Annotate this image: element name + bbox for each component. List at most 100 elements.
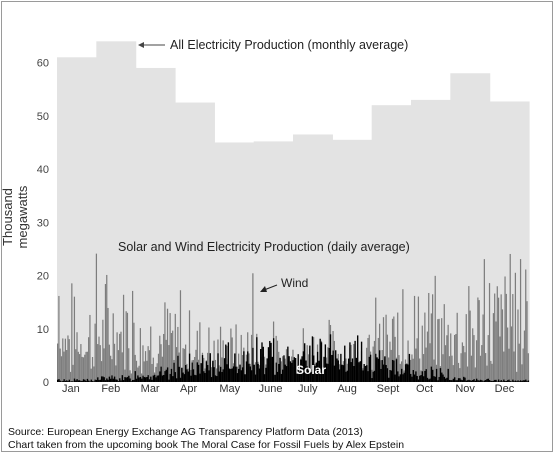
solar-bar: [373, 370, 376, 382]
solar-bar: [398, 376, 400, 382]
solar-bar: [146, 376, 148, 382]
solar-bar: [245, 361, 248, 382]
solar-bar: [291, 362, 293, 382]
wind-bar: [456, 312, 458, 382]
solar-bar: [473, 379, 475, 382]
solar-bar: [439, 368, 442, 382]
wind-bar: [174, 313, 176, 382]
wind-bar: [62, 338, 64, 382]
solar-bar: [106, 378, 108, 382]
wind-bar: [112, 313, 114, 382]
solar-bar: [526, 381, 528, 382]
solar-bar: [336, 358, 338, 382]
wind-bar: [461, 342, 463, 382]
solar-bar: [254, 374, 257, 382]
solar-bar: [410, 373, 412, 382]
wind-bar: [139, 328, 141, 382]
wind-bar: [183, 348, 185, 382]
solar-bar: [332, 350, 334, 382]
solar-bar: [468, 379, 470, 382]
wind-bar: [468, 286, 470, 382]
wind-bar: [152, 357, 154, 382]
wind-bar: [389, 341, 391, 382]
solar-bar: [128, 375, 130, 382]
solar-bar: [265, 367, 267, 382]
wind-bar: [508, 348, 510, 382]
wind-bar: [177, 326, 179, 382]
solar-bar: [275, 362, 277, 382]
wind-bar: [397, 312, 399, 382]
solar-bar: [181, 367, 183, 382]
solar-bar: [296, 373, 298, 382]
solar-bar: [287, 346, 289, 382]
wind-label-arrow-line: [263, 284, 278, 291]
solar-bar: [378, 350, 381, 382]
solar-bar: [258, 368, 261, 382]
solar-bar: [63, 379, 65, 382]
wind-bar: [122, 294, 125, 382]
wind-bar: [464, 352, 466, 382]
solar-bar: [139, 376, 142, 382]
solar-bar: [349, 342, 351, 382]
solar-bar: [122, 380, 125, 382]
solar-bar: [421, 371, 424, 382]
wind-bar: [306, 345, 308, 382]
solar-bar: [372, 371, 374, 382]
wind-bar: [371, 369, 373, 382]
wind-bar: [138, 365, 140, 382]
solar-bar: [132, 379, 134, 382]
wind-bar: [275, 335, 277, 382]
solar-bar: [190, 375, 192, 382]
solar-bar: [89, 381, 91, 382]
solar-bar: [143, 377, 145, 382]
wind-bar: [444, 345, 447, 382]
wind-bar: [503, 351, 505, 382]
solar-bar: [359, 361, 361, 382]
solar-bar: [433, 376, 435, 382]
wind-bar: [81, 356, 83, 382]
solar-bar: [298, 371, 301, 382]
solar-bar: [464, 377, 466, 382]
solar-bar: [472, 380, 474, 382]
solar-bar: [115, 379, 117, 382]
all-electricity-label: All Electricity Production (monthly aver…: [170, 38, 408, 52]
solar-bar: [385, 364, 387, 382]
solar-bar: [428, 379, 430, 382]
solar-bar: [133, 379, 135, 382]
wind-bar: [148, 350, 151, 382]
solar-bar: [226, 364, 228, 382]
wind-bar: [84, 354, 86, 382]
wind-bar: [514, 272, 517, 382]
wind-bar: [513, 351, 515, 382]
solar-bar: [322, 373, 324, 382]
wind-bar: [73, 296, 76, 382]
solar-bar: [116, 379, 118, 382]
solar-bar: [325, 363, 328, 382]
solar-bar: [331, 354, 333, 382]
wind-bar: [390, 349, 392, 382]
wind-bar: [222, 340, 224, 382]
solar-bar: [271, 356, 274, 382]
solar-bar: [323, 356, 325, 382]
wind-bar: [411, 354, 413, 382]
wind-bar: [494, 293, 496, 382]
solar-bar: [389, 370, 391, 382]
x-tick-sept: Sept: [377, 383, 400, 395]
wind-bar: [417, 296, 420, 382]
solar-bar: [256, 337, 258, 382]
solar-bar: [175, 378, 178, 382]
solar-bar: [179, 377, 182, 382]
solar-bar: [486, 378, 488, 382]
wind-bar: [161, 356, 163, 382]
wind-bar: [82, 357, 85, 382]
wind-bar: [307, 354, 310, 382]
wind-bar: [452, 365, 454, 382]
solar-bar: [424, 370, 426, 382]
wind-bar: [483, 259, 485, 382]
solar-bar: [81, 380, 83, 382]
solar-bar: [282, 369, 284, 382]
solar-bar: [527, 380, 530, 382]
wind-bar: [68, 339, 70, 382]
wind-bar: [91, 357, 94, 382]
solar-bar: [98, 379, 100, 382]
